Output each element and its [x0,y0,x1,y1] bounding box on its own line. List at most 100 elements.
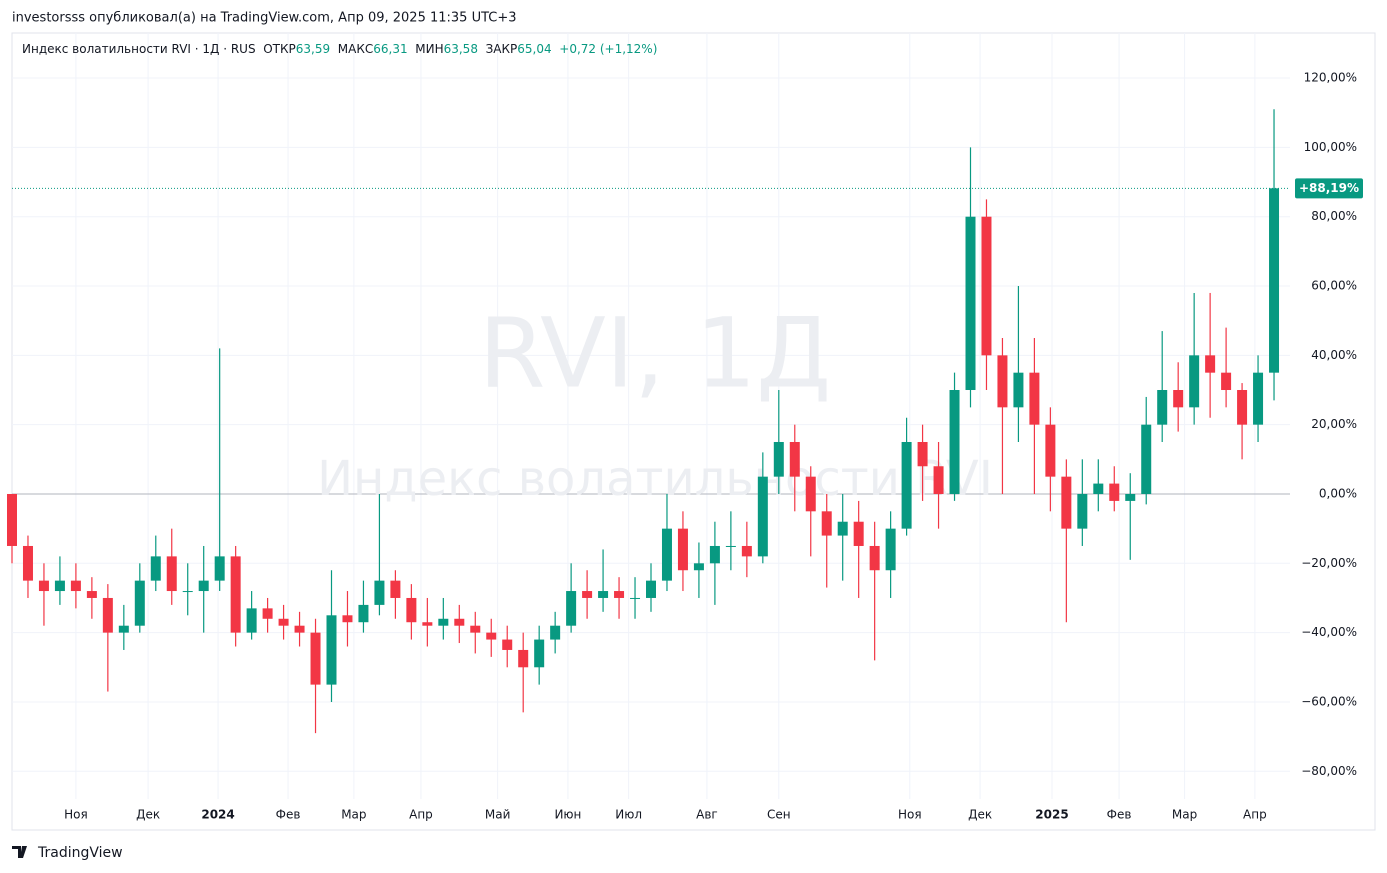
legend-label: МИН [415,42,444,56]
candle-body [805,476,816,512]
logo-icon [12,846,27,858]
candle-body [1237,390,1248,425]
candle-body [374,580,385,605]
candle-body [965,216,976,391]
y-tick-label: −40,00% [1301,625,1357,639]
candle-body [198,580,209,592]
candle-body [310,632,321,685]
candle-body [1045,424,1056,477]
x-tick-label: Май [485,808,511,822]
candle-body [7,493,17,546]
candle-body [566,591,577,626]
candle-body [949,390,960,494]
candle-body [342,615,353,623]
candle-body [86,591,97,598]
candle-body [885,528,896,571]
candle-body [118,625,129,633]
candle-body [821,511,832,536]
y-tick-label: 60,00% [1311,279,1357,293]
x-tick-label: Мар [1172,808,1197,822]
candle-body [438,618,449,626]
candle-body [598,591,609,598]
legend: Индекс волатильности RVI · 1Д · RUS ОТКР… [22,42,657,56]
legend-label: МАКС [337,42,374,56]
candle-body [1189,355,1200,408]
last-price-box [1295,178,1363,199]
candle-body [278,618,289,626]
candle-body [550,625,561,640]
candle-body [582,591,593,598]
candle-body [1157,390,1168,425]
candle-body [246,608,257,633]
candle-body [1125,493,1136,501]
candle-body [182,591,193,593]
y-tick-label: 100,00% [1304,140,1357,154]
candle-body [1253,372,1264,425]
legend-label: ЗАКР [485,42,518,56]
candle-body [54,580,65,592]
candle-body [725,545,736,547]
x-tick-label: Фев [1107,808,1132,822]
legend-label: ОТКР [263,42,296,56]
candle-body [1061,476,1072,529]
candle-body [741,545,752,557]
candle-body [981,216,992,356]
x-tick-label: Дек [968,808,992,822]
candle-body [150,556,161,581]
candle-body [1093,483,1104,494]
candle-body [1077,493,1088,529]
x-tick-label: Ноя [898,808,922,822]
y-tick-label: −20,00% [1301,556,1357,570]
footer-logo: TradingView [12,845,123,861]
candle-body [901,441,912,529]
candle-body [294,625,305,633]
candle-body [661,528,672,581]
candle-body [853,521,864,546]
candle-body [837,521,848,536]
candle-body [1029,372,1040,425]
candle-body [1269,188,1280,373]
legend-change: +0,72 (+1,12%) [559,42,658,56]
candle-body [1109,483,1120,501]
candle-body [693,563,704,571]
y-tick-label: 80,00% [1311,209,1357,223]
candle-body [262,608,273,619]
y-tick-label: 20,00% [1311,417,1357,431]
watermark-symbol: RVI, 1Д [479,297,832,409]
x-tick-label: Ноя [64,808,88,822]
candle-body [422,622,433,626]
legend-value: 65,04 [517,42,552,56]
legend-value: 63,58 [443,42,478,56]
candle-body [709,545,720,564]
candle-body [166,556,177,592]
watermark-name: Индекс волатильности RVI [317,451,993,507]
candle-body [22,545,33,581]
candle-body [757,476,768,557]
candle-body [789,441,800,477]
x-tick-label: 2025 [1035,808,1068,822]
legend-symbol: Индекс волатильности RVI · 1Д · RUS [22,42,256,56]
x-tick-label: Апр [1243,808,1267,822]
candle-body [102,597,113,633]
x-tick-label: Мар [341,808,366,822]
x-tick-label: Дек [136,808,160,822]
x-tick-label: 2024 [201,808,234,822]
candle-body [230,556,241,633]
candle-body [997,355,1008,408]
candle-body [518,649,529,668]
candle-body [1173,390,1184,408]
candle-body [134,580,145,626]
x-tick-label: Июл [615,808,642,822]
candle-body [646,580,656,598]
candle-body [454,618,465,626]
candle-body [470,625,481,633]
candle-body [326,615,337,685]
legend-value: 66,31 [373,42,408,56]
y-tick-label: 0,00% [1319,486,1357,500]
candle-body [1221,372,1232,391]
y-tick-label: −60,00% [1301,694,1357,708]
candle-body [486,632,497,640]
footer-brand: TradingView [37,845,123,861]
